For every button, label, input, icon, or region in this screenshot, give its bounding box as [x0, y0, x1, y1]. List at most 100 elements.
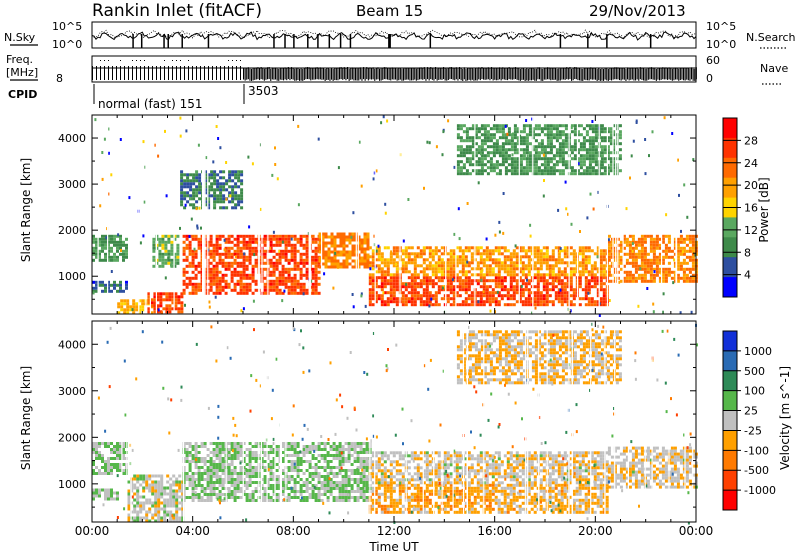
range-gate-cell — [413, 285, 417, 289]
range-gate-cell — [602, 297, 606, 301]
range-gate-cell — [612, 172, 616, 176]
range-gate-cell — [275, 240, 279, 244]
range-gate-cell — [198, 179, 202, 183]
range-gate-cell — [215, 291, 219, 295]
range-gate-cell — [440, 273, 444, 277]
range-gate-cell — [543, 148, 547, 152]
range-gate-cell — [658, 246, 662, 250]
range-gate-cell — [537, 124, 541, 128]
range-gate-cell — [192, 203, 196, 207]
range-gate-cell — [239, 472, 243, 475]
nave-bar — [168, 66, 169, 80]
range-gate-cell — [290, 267, 294, 271]
range-gate-cell — [231, 173, 235, 177]
nave-bar — [590, 67, 592, 80]
range-gate-cell — [453, 165, 456, 169]
range-gate-cell — [254, 258, 258, 262]
range-gate-cell — [210, 185, 214, 189]
range-gate-cell — [425, 300, 429, 304]
range-gate-cell — [661, 255, 665, 259]
scatter-region — [182, 442, 372, 502]
range-gate-cell — [164, 240, 168, 244]
range-gate-cell — [342, 262, 346, 266]
range-gate-cell — [139, 516, 143, 520]
range-gate-cell — [147, 295, 151, 299]
range-gate-cell — [494, 300, 498, 304]
range-gate-cell — [263, 237, 267, 241]
range-gate-cell — [479, 300, 483, 304]
range-gate-cell — [207, 179, 211, 183]
range-gate-cell — [607, 258, 611, 262]
range-gate-cell — [594, 157, 598, 161]
range-gate-cell — [209, 460, 213, 463]
range-gate-cell — [479, 303, 483, 307]
range-gate-cell — [104, 491, 107, 495]
range-gate-cell — [485, 279, 489, 283]
range-gate-cell — [536, 267, 540, 271]
range-gate-cell — [195, 188, 199, 192]
range-gate-cell — [254, 469, 258, 472]
range-gate-cell — [116, 255, 119, 259]
range-gate-cell — [278, 243, 282, 247]
range-gate-cell — [293, 267, 297, 271]
range-gate-cell — [251, 270, 255, 274]
range-gate-cell — [227, 487, 231, 490]
range-gate-cell — [197, 243, 201, 247]
range-gate-cell — [593, 300, 597, 304]
range-gate-cell — [363, 265, 367, 269]
nave-bar — [350, 67, 352, 80]
range-gate-cell — [153, 301, 157, 305]
range-gate-cell — [498, 124, 502, 128]
range-gate-cell — [548, 273, 552, 277]
range-gate-cell — [333, 241, 337, 245]
range-gate-cell — [363, 256, 367, 260]
range-gate-cell — [186, 200, 190, 204]
range-gate-cell — [95, 454, 98, 457]
range-gate-cell — [599, 258, 603, 262]
range-gate-cell — [239, 255, 243, 259]
range-gate-cell — [179, 226, 181, 230]
range-gate-cell — [392, 261, 396, 265]
range-gate-cell — [540, 151, 544, 155]
range-gate-cell — [470, 252, 474, 256]
nave-bar — [540, 68, 542, 81]
range-gate-cell — [386, 297, 390, 301]
range-gate-cell — [214, 295, 217, 299]
range-gate-cell — [545, 282, 549, 286]
range-gate-cell — [576, 157, 580, 161]
range-gate-cell — [540, 172, 544, 176]
cpid-mode-2: 3503 — [248, 84, 279, 98]
range-gate-cell — [557, 297, 561, 301]
range-gate-cell — [240, 197, 244, 201]
nave-bar — [670, 67, 672, 80]
range-gate-cell — [351, 238, 355, 242]
range-gate-cell — [576, 148, 580, 152]
range-gate-cell — [525, 145, 529, 149]
range-gate-cell — [177, 310, 181, 314]
range-gate-cell — [507, 139, 511, 143]
range-gate-cell — [194, 445, 198, 448]
range-gate-cell — [339, 232, 343, 236]
nave-bar — [500, 68, 502, 81]
range-gate-cell — [145, 501, 149, 505]
range-gate-cell — [284, 267, 288, 271]
range-gate-cell — [104, 472, 107, 475]
range-gate-cell — [509, 294, 513, 298]
range-gate-cell — [127, 504, 131, 508]
nave-bar — [428, 68, 430, 81]
range-gate-cell — [206, 472, 210, 475]
range-gate-cell — [107, 237, 110, 241]
range-gate-cell — [428, 279, 432, 283]
range-gate-cell — [188, 240, 192, 244]
nave-bar — [492, 68, 494, 81]
range-gate-cell — [195, 176, 199, 180]
range-gate-cell — [404, 264, 408, 268]
freq-unit: [MHz] — [6, 66, 38, 79]
range-gate-cell — [573, 130, 577, 134]
range-gate-cell — [290, 276, 294, 280]
noise-tick-top: 10^5 — [52, 20, 82, 33]
range-gate-cell — [492, 136, 496, 140]
nave-bar — [176, 66, 177, 80]
range-gate-cell — [284, 270, 288, 274]
